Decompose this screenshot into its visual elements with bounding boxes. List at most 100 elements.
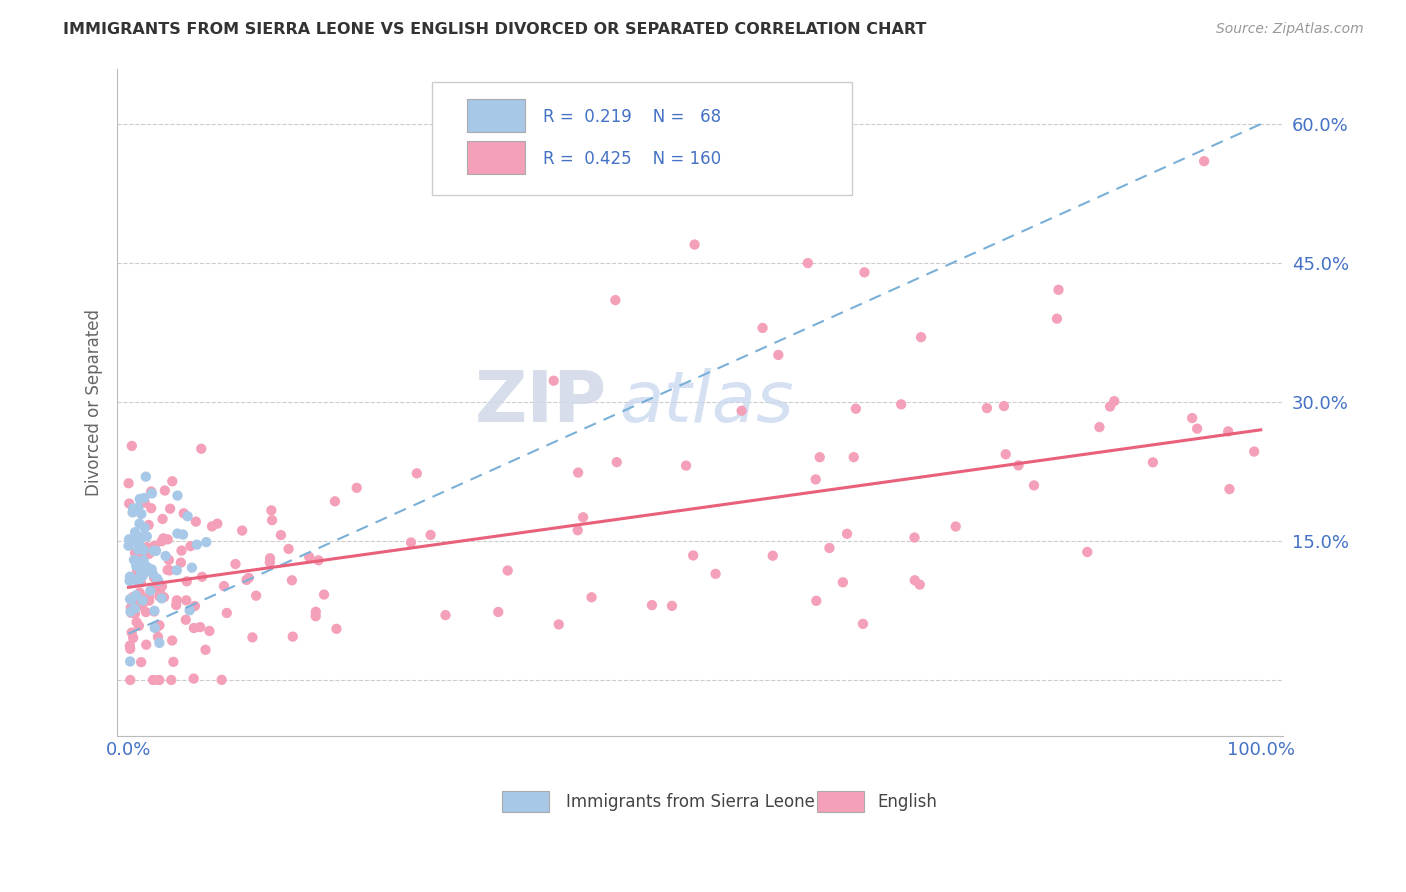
Point: [124, 601, 146, 615]
Point: [146, 630, 169, 644]
Text: Immigrants from Sierra Leone: Immigrants from Sierra Leone: [567, 793, 815, 812]
Point: [910, 330, 932, 344]
Point: [118, 497, 141, 511]
Point: [129, 575, 152, 590]
Point: [235, 573, 257, 587]
Point: [818, 541, 841, 555]
Point: [181, 560, 204, 574]
Point: [231, 524, 253, 538]
Point: [191, 570, 214, 584]
Point: [184, 515, 207, 529]
Point: [845, 401, 868, 416]
Text: English: English: [877, 793, 938, 812]
Point: [170, 543, 193, 558]
Point: [194, 642, 217, 657]
Point: [131, 568, 153, 582]
Point: [152, 512, 174, 526]
Point: [117, 476, 139, 491]
Point: [1022, 478, 1045, 492]
Text: R =  0.425    N = 160: R = 0.425 N = 160: [543, 150, 721, 168]
Point: [312, 588, 335, 602]
Point: [180, 539, 202, 553]
Point: [704, 566, 727, 581]
Point: [976, 401, 998, 416]
Point: [186, 538, 208, 552]
Point: [166, 593, 188, 607]
Point: [143, 621, 166, 635]
Point: [179, 603, 201, 617]
Point: [259, 551, 281, 566]
Point: [224, 557, 246, 571]
Point: [153, 591, 176, 605]
Point: [835, 526, 858, 541]
Point: [138, 593, 160, 607]
Point: [242, 631, 264, 645]
Point: [129, 569, 152, 583]
Point: [127, 536, 149, 550]
Point: [831, 575, 853, 590]
Point: [128, 619, 150, 633]
Point: [120, 600, 142, 615]
Point: [270, 528, 292, 542]
Point: [160, 673, 183, 687]
Point: [134, 495, 156, 509]
Point: [486, 605, 509, 619]
Point: [131, 530, 153, 544]
Point: [124, 596, 146, 610]
Point: [890, 397, 912, 411]
Point: [305, 609, 328, 624]
Point: [131, 507, 153, 521]
Point: [125, 592, 148, 607]
Point: [129, 568, 152, 582]
Point: [853, 265, 876, 279]
Point: [135, 638, 157, 652]
Point: [125, 615, 148, 629]
Point: [121, 625, 143, 640]
Point: [1243, 444, 1265, 458]
Point: [138, 563, 160, 577]
Point: [1007, 458, 1029, 473]
Point: [120, 593, 142, 607]
Point: [135, 605, 157, 619]
Point: [120, 605, 142, 619]
Point: [122, 533, 145, 548]
Point: [245, 589, 267, 603]
Point: [682, 549, 704, 563]
Point: [136, 541, 159, 556]
Point: [174, 613, 197, 627]
Point: [143, 605, 166, 619]
Point: [155, 549, 177, 563]
Point: [150, 534, 173, 549]
Point: [141, 501, 163, 516]
Point: [903, 531, 925, 545]
Point: [136, 560, 159, 574]
Point: [156, 533, 179, 547]
Point: [211, 673, 233, 687]
Point: [305, 605, 328, 619]
Point: [145, 620, 167, 634]
Point: [184, 599, 207, 613]
Point: [132, 561, 155, 575]
Point: [148, 673, 170, 687]
Point: [806, 594, 828, 608]
Point: [641, 598, 664, 612]
Point: [129, 563, 152, 577]
Point: [605, 293, 627, 307]
Point: [131, 593, 153, 607]
Point: [675, 458, 697, 473]
Point: [145, 544, 167, 558]
Point: [138, 589, 160, 603]
Point: [808, 450, 831, 465]
Point: [143, 580, 166, 594]
Point: [143, 571, 166, 585]
Point: [434, 608, 457, 623]
Point: [496, 564, 519, 578]
Point: [804, 472, 827, 486]
Point: [405, 467, 427, 481]
Point: [152, 532, 174, 546]
Point: [323, 494, 346, 508]
Point: [128, 585, 150, 599]
Point: [131, 530, 153, 544]
Point: [176, 574, 198, 589]
Point: [138, 547, 160, 561]
